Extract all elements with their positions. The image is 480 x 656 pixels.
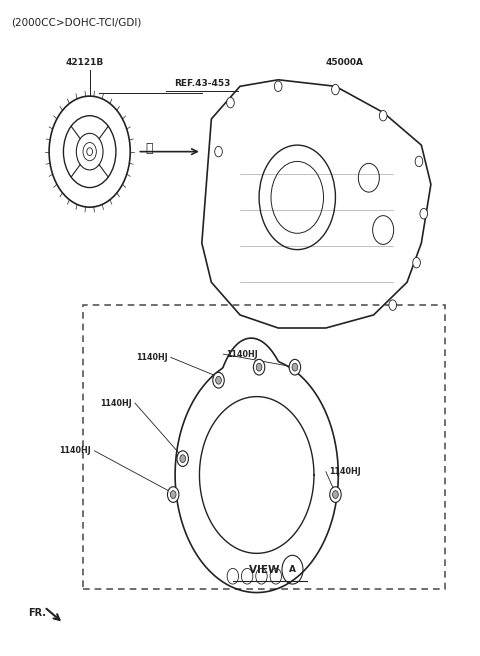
Circle shape: [215, 146, 222, 157]
Text: A: A: [289, 565, 296, 574]
Text: 42121B: 42121B: [66, 58, 104, 67]
Circle shape: [168, 487, 179, 502]
Circle shape: [413, 257, 420, 268]
Circle shape: [253, 359, 265, 375]
Circle shape: [275, 81, 282, 92]
Circle shape: [415, 156, 423, 167]
Circle shape: [213, 373, 224, 388]
Text: 1140HJ: 1140HJ: [60, 446, 91, 455]
Circle shape: [170, 491, 176, 499]
Text: 1140HJ: 1140HJ: [227, 350, 258, 359]
Circle shape: [289, 359, 300, 375]
Text: (2000CC>DOHC-TCI/GDI): (2000CC>DOHC-TCI/GDI): [11, 18, 141, 28]
Circle shape: [389, 300, 396, 310]
Text: 1140HJ: 1140HJ: [329, 467, 361, 476]
Circle shape: [177, 451, 189, 466]
Circle shape: [333, 491, 338, 499]
Circle shape: [227, 97, 234, 108]
Text: REF.43-453: REF.43-453: [174, 79, 230, 87]
Circle shape: [332, 85, 339, 95]
Text: FR.: FR.: [28, 609, 46, 619]
Circle shape: [379, 110, 387, 121]
Text: 1140HJ: 1140HJ: [100, 399, 132, 407]
Circle shape: [180, 455, 186, 462]
Circle shape: [330, 487, 341, 502]
Text: 45000A: 45000A: [326, 58, 364, 67]
Text: VIEW: VIEW: [249, 565, 283, 575]
Circle shape: [292, 363, 298, 371]
Text: Ⓐ: Ⓐ: [145, 142, 153, 155]
Circle shape: [256, 363, 262, 371]
Circle shape: [420, 209, 428, 219]
Circle shape: [216, 377, 221, 384]
Text: 1140HJ: 1140HJ: [136, 353, 168, 362]
